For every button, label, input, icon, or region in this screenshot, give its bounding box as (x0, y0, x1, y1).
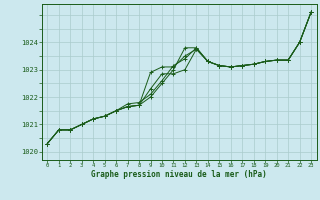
X-axis label: Graphe pression niveau de la mer (hPa): Graphe pression niveau de la mer (hPa) (91, 170, 267, 179)
